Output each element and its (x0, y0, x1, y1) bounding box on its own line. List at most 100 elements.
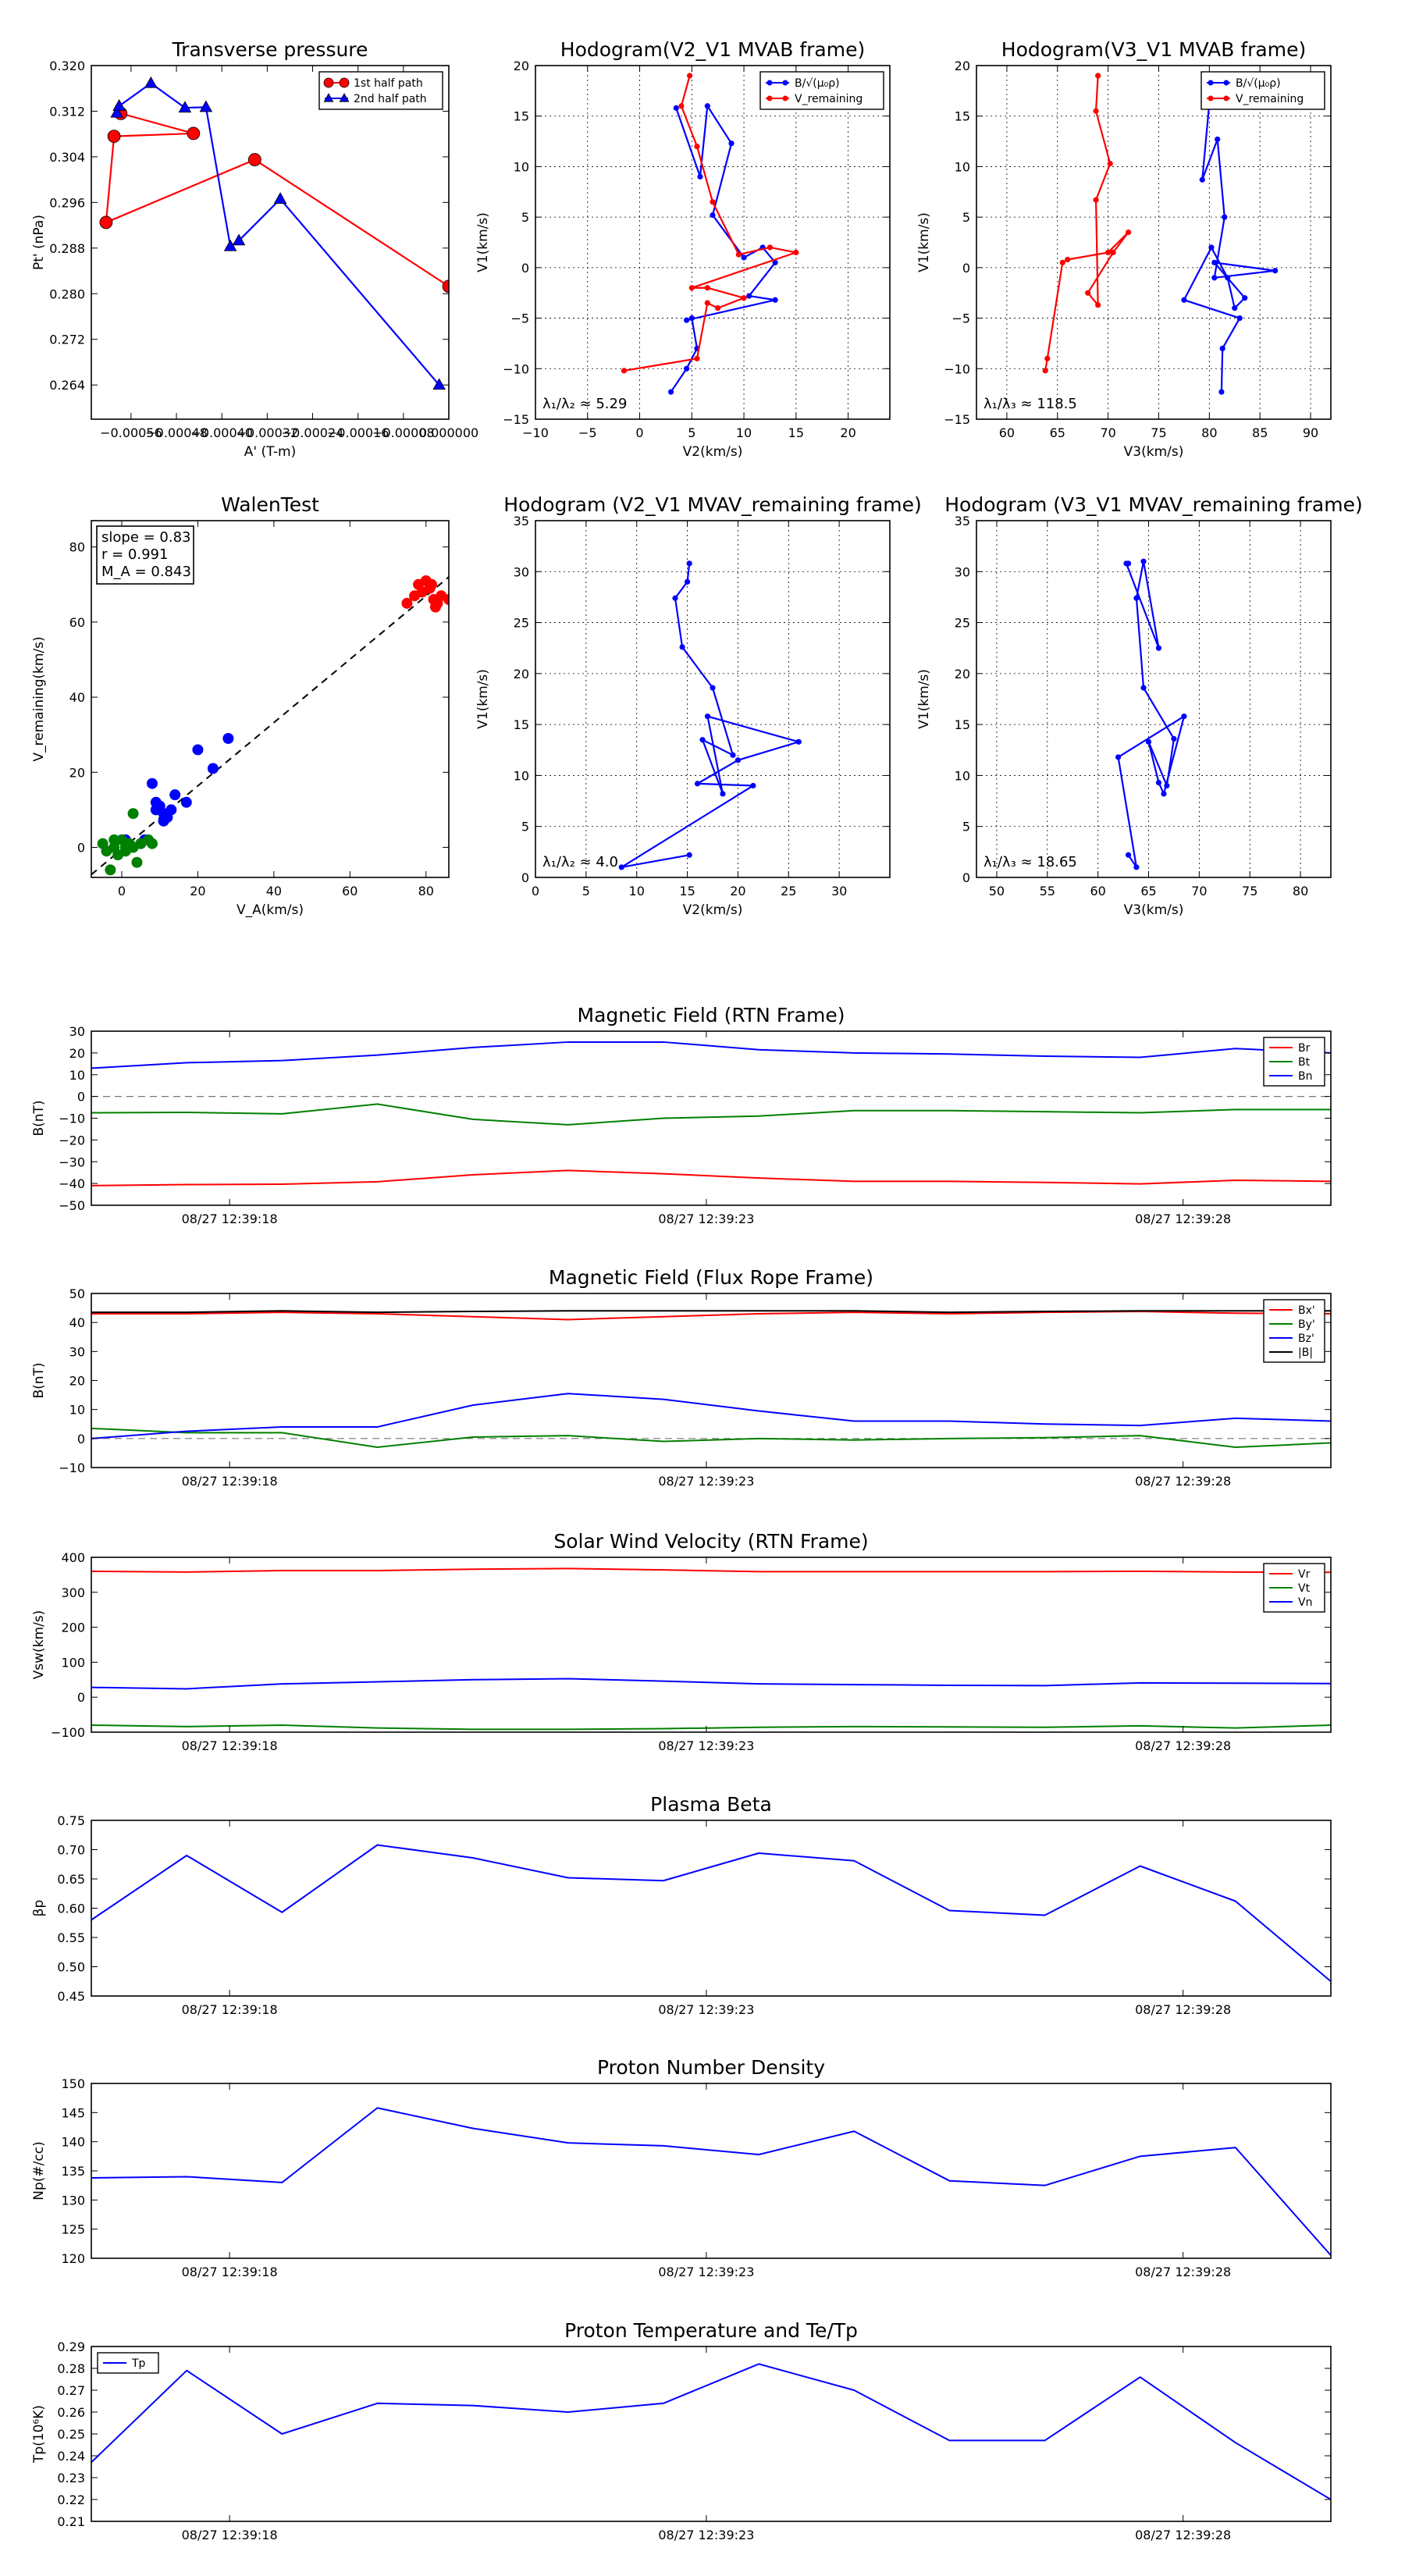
y-tick-label: 20 (514, 59, 529, 73)
series-by (91, 1427, 1331, 1448)
chart-title: Hodogram(V2_V1 MVAB frame) (560, 38, 865, 61)
series-bt (91, 1103, 1331, 1126)
data-point (180, 796, 192, 808)
x-tick-label: −0.00048 (145, 425, 208, 440)
data-point (146, 777, 158, 789)
x-tick-label: 08/27 12:39:23 (658, 2528, 754, 2542)
data-point (150, 796, 162, 808)
y-tick-label: 15 (514, 109, 529, 124)
data-point (1181, 297, 1187, 303)
y-tick-label: 100 (61, 1655, 85, 1670)
data-point (741, 254, 747, 261)
plot-frame (535, 520, 891, 878)
chart-hodogram_v3v1_mvab: Hodogram(V3_V1 MVAB frame) 60 65 70 75 80 85 90… (916, 38, 1332, 460)
chart-proton_density: Proton Number Density 08/27 12:39:18 08/27… (31, 2056, 1332, 2279)
y-tick-label: −10 (944, 361, 970, 376)
data-point (108, 834, 120, 845)
data-point (710, 212, 716, 219)
plot-frame (91, 65, 450, 420)
y-tick-label: 10 (514, 159, 529, 174)
y-tick-label: 200 (61, 1621, 85, 1635)
legend-marker (1208, 95, 1214, 101)
y-tick-label: 5 (962, 820, 970, 834)
x-tick-label: 65 (1050, 425, 1065, 440)
x-tick-label: 08/27 12:39:28 (1135, 1738, 1231, 1753)
legend-label: Br (1298, 1042, 1311, 1055)
y-tick-label: 0.304 (49, 150, 85, 165)
legend-label: V_remaining (1236, 93, 1304, 105)
series-bn (91, 1041, 1331, 1069)
data-point (1140, 558, 1147, 564)
y-tick-label: 5 (521, 820, 529, 834)
chart-magnetic_field_flux_rope: Magnetic Field (Flux Rope Frame) 08/27 12… (31, 1266, 1332, 1489)
x-tick-label: 08/27 12:39:18 (182, 2265, 278, 2279)
x-tick-label: 70 (1100, 425, 1115, 440)
data-point (1164, 782, 1170, 789)
chart-title: Hodogram (V2_V1 MVAV_remaining frame) (503, 493, 922, 516)
y-tick-label: 0.60 (57, 1902, 85, 1916)
stats-line: r = 0.991 (101, 546, 168, 563)
data-point (772, 297, 778, 303)
x-tick-label: 15 (679, 884, 695, 898)
x-tick-label: −0.00056 (100, 425, 162, 440)
plot-area (91, 2363, 1331, 2500)
data-point (131, 856, 143, 868)
data-point (1085, 290, 1091, 296)
data-point (694, 355, 700, 361)
y-tick-label: 0.25 (57, 2427, 85, 2442)
x-tick-label: 5 (582, 884, 590, 898)
chart-proton_temperature: Proton Temperature and Te/Tp 08/27 12:39:… (31, 2319, 1332, 2542)
y-tick-label: 5 (962, 210, 970, 225)
data-point (247, 153, 261, 166)
data-point (720, 791, 726, 797)
x-tick-label: 0.000000 (419, 425, 478, 440)
legend-label: V_remaining (795, 93, 863, 105)
plot-frame (91, 1293, 1332, 1468)
data-point (1225, 275, 1231, 281)
data-point (710, 199, 716, 205)
y-tick-label: 130 (61, 2193, 85, 2208)
series-np (91, 2107, 1331, 2256)
series-vt (91, 1724, 1331, 1731)
data-point (687, 73, 693, 79)
x-tick-label: 08/27 12:39:18 (182, 1474, 278, 1489)
plot-area (1042, 73, 1279, 395)
data-point (127, 808, 139, 820)
chart-title: WalenTest (221, 493, 319, 516)
legend: Bx'By'Bz' |B| (1263, 1299, 1325, 1363)
x-tick-label: 08/27 12:39:28 (1135, 1474, 1231, 1489)
data-point (746, 293, 752, 299)
eigenvalue-ratio-label: λ₁/λ₃ ≈ 18.65 (984, 854, 1077, 870)
data-point (1115, 754, 1122, 760)
data-point (401, 597, 413, 609)
series-line (91, 1678, 1331, 1690)
plot-area (618, 560, 802, 870)
series-line (91, 1311, 1331, 1321)
series-v-remaining (1042, 73, 1132, 374)
data-point (1272, 268, 1279, 274)
data-point (686, 852, 692, 858)
x-axis-label: A' (T-m) (244, 444, 297, 460)
y-tick-label: 35 (955, 514, 970, 528)
series-bx (91, 1311, 1331, 1321)
series-red (401, 575, 449, 613)
x-tick-label: 65 (1140, 884, 1156, 898)
x-tick-label: 85 (1252, 425, 1268, 440)
legend-marker (1223, 80, 1229, 86)
y-tick-label: 0.28 (57, 2361, 85, 2376)
y-tick-label: 15 (514, 717, 529, 732)
data-point (679, 644, 685, 650)
legend: 1st half path 2nd half path (318, 71, 443, 110)
data-point (1093, 197, 1099, 203)
x-tick-label: 50 (989, 884, 1005, 898)
series-line (91, 1724, 1331, 1731)
y-tick-label: 0.23 (57, 2471, 85, 2485)
y-tick-label: 145 (61, 2105, 85, 2120)
series-line (91, 1103, 1331, 1126)
chart-title: Magnetic Field (Flux Rope Frame) (549, 1266, 873, 1289)
data-point (1125, 560, 1132, 567)
x-tick-label: −5 (578, 425, 597, 440)
legend-label: B/√(μ₀ρ) (1236, 77, 1281, 90)
legend-marker (323, 77, 334, 88)
plot-frame (91, 1820, 1332, 1997)
